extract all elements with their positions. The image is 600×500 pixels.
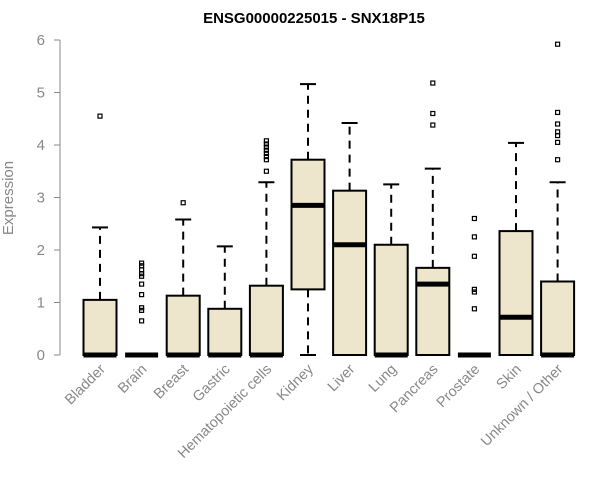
outlier-point — [554, 129, 561, 135]
box-skin — [498, 141, 534, 357]
outlier-point — [263, 168, 269, 174]
outlier-point — [180, 200, 186, 206]
x-tick-label: Bladder — [62, 361, 109, 408]
y-axis-label: Expression — [0, 161, 17, 235]
y-tick-label: 1 — [37, 295, 45, 312]
box-unknown-other — [540, 41, 576, 358]
outlier-point — [263, 153, 269, 160]
outlier-point — [139, 307, 145, 313]
outlier-point — [554, 109, 561, 116]
outlier-point — [554, 121, 561, 127]
box-breast — [165, 200, 201, 358]
outlier-point — [430, 80, 436, 86]
y-tick-label: 0 — [37, 347, 45, 364]
box-iqr — [332, 189, 368, 356]
outlier-point — [263, 147, 269, 153]
box-iqr — [415, 266, 451, 357]
outlier-point — [139, 263, 145, 269]
x-tick-label: Breast — [151, 362, 192, 403]
y-tick-label: 5 — [37, 85, 45, 102]
y-axis: 0 1 2 3 4 5 6 — [37, 32, 61, 364]
outlier-point — [139, 273, 145, 279]
outlier-point — [97, 113, 103, 119]
outlier-point — [554, 139, 561, 145]
box-iqr — [82, 298, 118, 356]
outlier-point — [139, 318, 145, 324]
outlier-point — [554, 157, 561, 163]
y-tick-label: 4 — [37, 137, 45, 154]
box-iqr — [207, 307, 243, 356]
x-tick-label: Lung — [366, 362, 400, 396]
box-hematopoietic-cells — [248, 138, 284, 358]
box-iqr — [498, 230, 534, 357]
outlier-point — [471, 289, 477, 295]
outlier-point — [263, 138, 269, 144]
outlier-point — [139, 292, 145, 298]
box-iqr — [540, 280, 576, 356]
outlier-point — [139, 281, 145, 287]
box-gastric — [207, 245, 243, 358]
outlier-point — [139, 305, 145, 311]
outlier-point — [554, 41, 561, 47]
x-tick-label: Prostate — [434, 362, 483, 411]
box-pancreas — [415, 80, 451, 357]
box-kidney — [290, 83, 326, 356]
x-tick-label: Brain — [115, 362, 150, 397]
box-bladder — [82, 113, 118, 358]
box-iqr — [165, 294, 201, 356]
box-iqr — [373, 243, 409, 356]
outlier-point — [430, 110, 436, 117]
outlier-point — [471, 286, 477, 292]
outlier-point — [263, 150, 269, 156]
outlier-point — [263, 157, 269, 163]
outlier-point — [471, 215, 477, 222]
outlier-point — [263, 141, 269, 147]
box-liver — [332, 121, 368, 356]
outlier-point — [471, 253, 477, 259]
box-iqr — [290, 158, 326, 291]
x-tick-label: Kidney — [274, 361, 317, 404]
outlier-point — [471, 234, 477, 240]
boxes — [82, 41, 576, 358]
y-tick-label: 3 — [37, 190, 45, 207]
box-lung — [373, 183, 409, 358]
x-tick-label: Skin — [494, 362, 525, 393]
box-brain — [125, 260, 159, 358]
outlier-point — [430, 122, 436, 128]
y-tick-label: 6 — [37, 32, 45, 49]
chart-title: ENSG00000225015 - SNX18P15 — [203, 10, 425, 27]
outlier-point — [263, 144, 269, 150]
outlier-point — [471, 306, 477, 312]
outlier-point — [139, 260, 145, 266]
x-tick-label: Liver — [325, 361, 359, 395]
box-prostate — [457, 215, 491, 358]
y-tick-label: 2 — [37, 242, 45, 259]
box-iqr — [248, 284, 284, 357]
